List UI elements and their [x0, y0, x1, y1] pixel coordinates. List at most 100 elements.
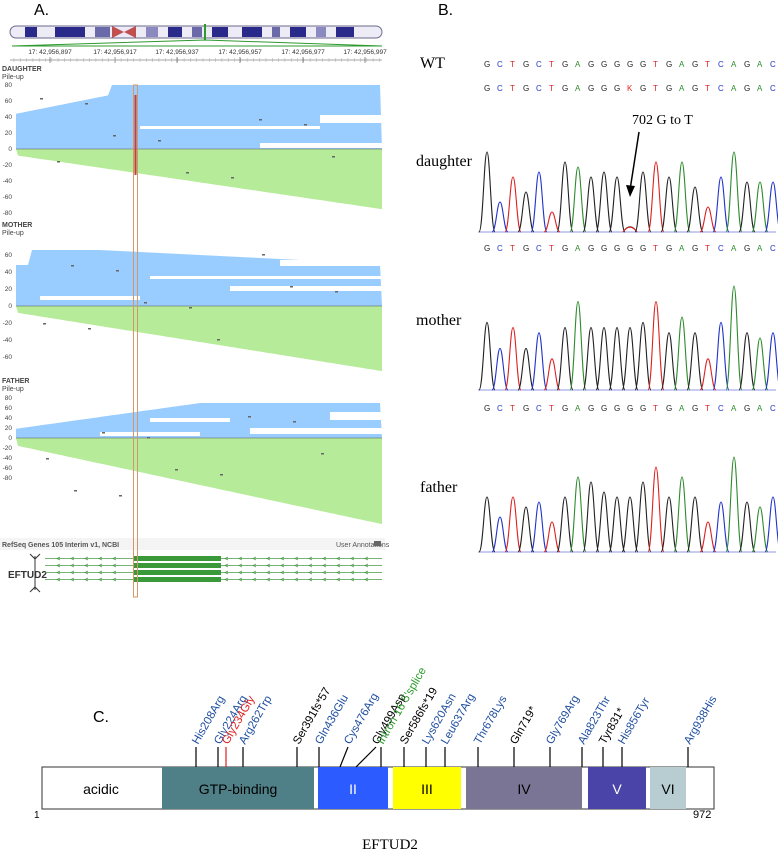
protein-title: EFTUD2	[362, 837, 418, 852]
sequence-base: G	[666, 84, 672, 93]
mismatch-mark	[71, 265, 74, 267]
chromatogram-peak	[517, 191, 535, 233]
chromosome-band	[290, 27, 306, 37]
chromatogram-peak	[478, 321, 496, 391]
chromatogram-peak	[686, 186, 704, 233]
coverage-gap	[260, 143, 382, 148]
chromatogram-peak	[478, 496, 496, 553]
sequence-base: C	[497, 404, 503, 413]
chromatogram-peak	[530, 332, 548, 391]
chromatogram-peak	[504, 176, 522, 233]
annotation-arrow	[629, 131, 640, 191]
strand-arrow-icon	[364, 570, 369, 575]
axis-tick-label: 0	[8, 303, 12, 310]
strand-arrow-icon	[350, 577, 355, 582]
strand-arrow-icon	[238, 577, 243, 582]
reverse-reads	[16, 149, 382, 210]
strand-arrow-icon	[238, 570, 243, 575]
chromatogram-peak	[751, 337, 769, 391]
sequence-base: T	[510, 244, 515, 253]
sequence-base: C	[718, 404, 724, 413]
strand-arrow-icon	[266, 563, 271, 568]
coordinate-label: 17: 42,956,917	[93, 49, 137, 56]
chromatograms	[478, 151, 778, 553]
mismatch-mark	[231, 177, 234, 179]
strand-arrow-icon	[84, 577, 89, 582]
coverage-gap	[280, 260, 382, 266]
sequence-base: G	[614, 60, 620, 69]
strand-arrow-icon	[70, 577, 75, 582]
sequence-base: G	[744, 84, 750, 93]
mismatch-mark	[119, 495, 122, 497]
sequence-base: G	[627, 244, 633, 253]
domain-label: acidic	[83, 781, 119, 797]
strand-arrow-icon	[308, 563, 313, 568]
variant-highlight-column	[133, 84, 138, 598]
gene-exon	[133, 556, 221, 561]
chromatogram-peak	[738, 332, 756, 391]
mismatch-mark	[74, 490, 77, 492]
sequence-base: C	[536, 244, 542, 253]
gene-label: EFTUD2	[8, 570, 47, 581]
chromatogram-peak	[647, 161, 665, 233]
sequence-base: C	[718, 244, 724, 253]
chromatogram-peak	[517, 347, 535, 391]
mismatch-mark	[147, 437, 150, 439]
chromatogram-peak	[491, 516, 509, 553]
sequence-base: T	[510, 60, 515, 69]
mismatch-mark	[57, 161, 60, 163]
chromatogram-peak	[569, 476, 587, 553]
sequence-base: T	[705, 60, 710, 69]
arrow-head-icon	[626, 185, 635, 197]
chromatogram-peak	[751, 506, 769, 553]
forward-reads	[16, 85, 382, 149]
axis-tick-label: -80	[3, 210, 13, 217]
zoom-lines	[11, 39, 383, 47]
chromatogram-peak	[491, 201, 509, 233]
sequence-base: A	[731, 244, 737, 253]
strand-arrow-icon	[280, 577, 285, 582]
axis-tick-label: 20	[5, 130, 13, 137]
refseq-track: RefSeq Genes 105 Interim v1, NCBI User A…	[0, 538, 390, 593]
mismatch-mark	[332, 156, 335, 158]
chromosome-band	[146, 27, 158, 37]
mismatch-mark	[259, 119, 262, 121]
mismatch-mark	[158, 140, 161, 142]
chromatogram-peak	[608, 176, 626, 233]
gene-models	[45, 556, 382, 582]
strand-arrow-icon	[322, 570, 327, 575]
chromatogram-peak	[556, 327, 574, 391]
strand-arrow-icon	[364, 556, 369, 561]
chromatogram-peak	[569, 301, 587, 391]
chromatogram-peak	[725, 151, 743, 233]
mismatch-mark	[116, 270, 119, 272]
strand-arrow-icon	[112, 570, 117, 575]
panel-a-label: A.	[34, 2, 49, 19]
sequence-base: G	[484, 84, 490, 93]
sequence-base: G	[562, 60, 568, 69]
axis-tick-label: -20	[3, 445, 13, 452]
coverage-gap	[150, 276, 382, 279]
axis-tick-label: -40	[3, 337, 13, 344]
chromatogram-peak	[504, 496, 522, 553]
sequence-base: G	[614, 404, 620, 413]
strand-arrow-icon	[364, 563, 369, 568]
chromatogram-peak	[621, 327, 639, 391]
sequence-base: G	[601, 404, 607, 413]
coverage-gap	[150, 418, 230, 422]
chromatogram-peak	[582, 481, 600, 553]
mutation-label: Thr678Lys	[472, 694, 509, 747]
strand-arrow-icon	[56, 563, 61, 568]
sequence-base: G	[640, 404, 646, 413]
sequence-base: T	[510, 404, 515, 413]
strand-arrow-icon	[308, 570, 313, 575]
coordinate-label: 17: 42,956,937	[155, 49, 199, 56]
sequence-base: G	[640, 84, 646, 93]
sample-label-father: father	[420, 479, 458, 496]
axis-tick-label: 40	[5, 415, 13, 422]
protein-end: 972	[693, 809, 711, 821]
chromatogram-peak	[699, 206, 717, 233]
sequence-base: A	[575, 244, 581, 253]
mismatch-mark	[217, 339, 220, 341]
